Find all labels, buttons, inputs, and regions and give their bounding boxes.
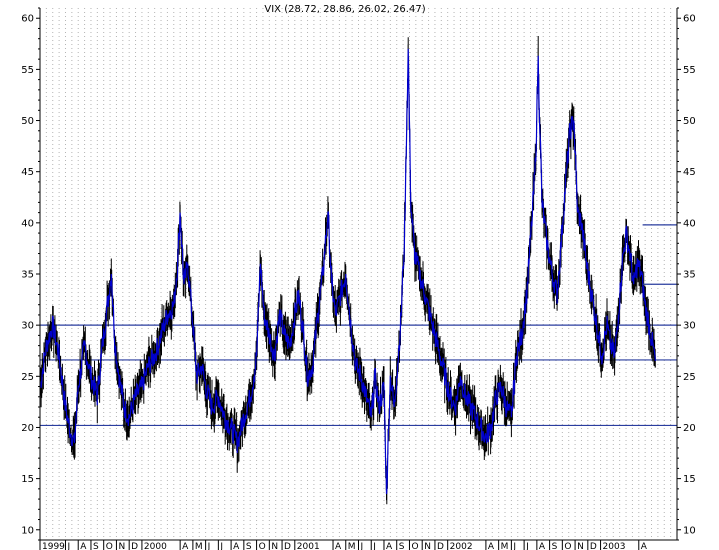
resistance-segments [642,224,677,285]
month-label: 2000 [144,542,167,550]
vix-close-line [39,48,656,495]
y-tick-label-right: 25 [683,372,696,383]
y-tick-label-left: 10 [21,525,34,536]
month-label: 2002 [450,542,473,550]
month-axis: 1999 J A S O N D 2000 A M J J A S O N D 2001 A M J J A S O N D 2002… [39,540,648,550]
month-label: O [106,542,113,550]
month-label: S [93,542,99,550]
month-label: O [259,542,266,550]
month-label: J [207,542,211,550]
month-label: O [564,542,571,550]
month-label: 2003 [603,542,626,550]
y-tick-label-right: 60 [683,14,696,25]
month-label: S [399,542,405,550]
y-tick-label-right: 45 [683,167,696,178]
y-tick-label-left: 60 [21,14,34,25]
month-label: J [360,542,364,550]
month-label: 2001 [297,542,320,550]
y-tick-label-right: 50 [683,116,696,127]
y-tick-label-right: 15 [683,474,696,485]
month-label: A [386,542,393,550]
month-label: N [271,542,278,550]
month-label: A [488,542,495,550]
month-label: M [195,542,203,550]
month-label: N [424,542,431,550]
y-tick-label-right: 40 [683,218,696,229]
y-tick-label-left: 40 [21,218,34,229]
month-label: J [525,542,529,550]
month-label: D [284,542,291,550]
y-tick-label-left: 30 [21,321,34,332]
y-tick-label-right: 20 [683,423,696,434]
y-tick-label-left: 45 [21,167,34,178]
month-label: A [539,542,546,550]
month-label: D [437,542,444,550]
y-tick-label-left: 50 [21,116,34,127]
y-tick-label-right: 10 [683,525,696,536]
y-tick-label-left: 20 [21,423,34,434]
month-label: J [372,542,376,550]
month-label: M [348,542,356,550]
month-label: M [501,542,509,550]
month-label: 1999 [42,542,65,550]
y-tick-label-right: 35 [683,270,696,281]
y-tick-label-right: 30 [683,321,696,332]
y-tick-label-left: 25 [21,372,34,383]
month-label: S [246,542,252,550]
month-label: A [335,542,342,550]
y-tick-label-right: 55 [683,65,696,76]
chart-title: VIX (28.72, 28.86, 26.02, 26.47) [264,4,425,15]
month-label: O [411,542,418,550]
month-label: A [233,542,240,550]
month-label: J [66,542,70,550]
month-label: S [552,542,558,550]
month-label: D [590,542,597,550]
month-label: A [641,542,648,550]
y-tick-label-left: 35 [21,270,34,281]
y-tick-label-left: 55 [21,65,34,76]
month-label: A [182,542,189,550]
y-axis-labels: 10 10 15 15 20 20 25 25 30 30 35 35 40 40 45 45 50 50 55 55… [21,7,696,541]
month-label: N [118,542,125,550]
month-label: J [219,542,223,550]
y-tick-label-left: 15 [21,474,34,485]
month-label: J [512,542,516,550]
month-label: A [80,542,87,550]
month-label: N [577,542,584,550]
month-label: D [131,542,138,550]
